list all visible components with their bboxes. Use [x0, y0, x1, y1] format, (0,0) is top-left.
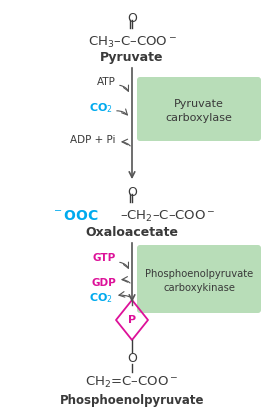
Text: Pyruvate
carboxylase: Pyruvate carboxylase	[166, 99, 232, 123]
FancyBboxPatch shape	[137, 245, 261, 313]
Text: ADP + Pi: ADP + Pi	[70, 135, 116, 145]
Text: Oxaloacetate: Oxaloacetate	[86, 226, 178, 238]
Text: Phosphoenolpyruvate
carboxykinase: Phosphoenolpyruvate carboxykinase	[145, 269, 253, 293]
Text: O: O	[127, 351, 137, 365]
Text: CH$_2$=C–COO$^-$: CH$_2$=C–COO$^-$	[85, 374, 179, 390]
Text: Phosphoenolpyruvate: Phosphoenolpyruvate	[60, 393, 204, 406]
Text: O: O	[127, 186, 137, 199]
Text: P: P	[128, 315, 136, 325]
Text: $^-$OOC: $^-$OOC	[51, 209, 99, 223]
FancyBboxPatch shape	[137, 77, 261, 141]
Text: –CH$_2$–C–COO$^-$: –CH$_2$–C–COO$^-$	[120, 208, 216, 224]
Text: GDP: GDP	[91, 278, 116, 288]
Text: CO$_2$: CO$_2$	[89, 291, 113, 305]
Text: CO$_2$: CO$_2$	[89, 101, 113, 115]
Text: GTP: GTP	[93, 253, 116, 263]
Text: O: O	[127, 12, 137, 25]
Text: Pyruvate: Pyruvate	[100, 51, 164, 65]
Text: ATP: ATP	[97, 77, 116, 87]
Text: CH$_3$–C–COO$^-$: CH$_3$–C–COO$^-$	[88, 35, 176, 50]
